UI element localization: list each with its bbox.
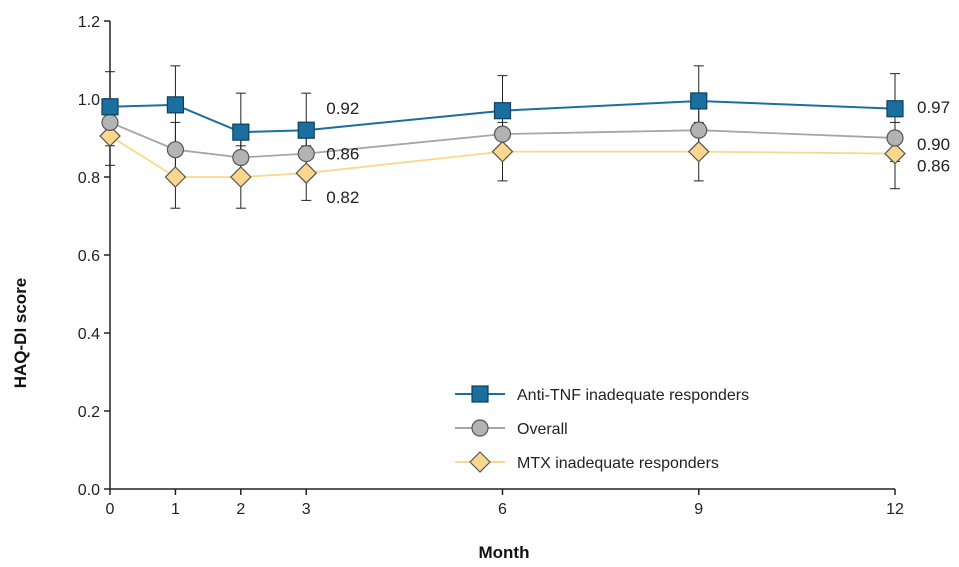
x-tick-label: 9: [694, 501, 703, 518]
y-tick-label: 0.4: [78, 326, 100, 343]
data-point-square: [493, 102, 512, 120]
data-point-diamond: [295, 162, 318, 184]
legend-label: MTX inadequate responders: [517, 455, 719, 472]
y-tick-label: 0.2: [78, 404, 100, 421]
data-point-diamond: [884, 142, 906, 165]
x-tick-label: 1: [171, 501, 180, 518]
data-point-square: [886, 100, 904, 118]
legend-marker-circle: [471, 419, 489, 437]
data-point-circle: [690, 121, 708, 139]
data-point-square: [232, 123, 250, 141]
data-point-square: [690, 92, 708, 110]
x-tick-label: 2: [236, 501, 245, 518]
y-tick-label: 1.2: [78, 14, 100, 31]
data-point-square: [101, 98, 119, 116]
data-point-square: [297, 121, 315, 139]
data-point-circle: [232, 148, 250, 167]
data-point-diamond: [491, 140, 514, 163]
data-point-circle: [886, 129, 904, 147]
data-point-diamond: [229, 166, 252, 188]
data-point-diamond: [687, 140, 710, 163]
data-labels: 0.92 0.86 0.82 0.97 0.90 0.86: [326, 98, 950, 207]
series-markers: [99, 92, 906, 188]
data-label: 0.86: [917, 157, 950, 176]
x-tick-label: 0: [106, 501, 115, 518]
y-axis-title: HAQ-DI score: [11, 278, 30, 389]
legend-marker-diamond: [469, 451, 491, 473]
data-point-circle: [493, 125, 512, 143]
x-tick-label: 12: [886, 501, 904, 518]
legend-marker-square: [471, 385, 489, 403]
y-tick-label: 0.0: [78, 482, 100, 499]
x-tick-label: 6: [498, 501, 507, 518]
data-point-diamond: [164, 166, 187, 188]
chart-axes: 0.00.20.40.60.81.01.20 1 2 3 6 9 12: [78, 14, 904, 518]
chart-legend: Anti-TNF inadequate responders Overall MTX…: [455, 385, 749, 473]
data-label: 0.90: [917, 135, 950, 154]
data-label: 0.97: [917, 98, 950, 117]
data-label: 0.92: [326, 99, 359, 118]
data-point-diamond: [99, 125, 121, 147]
legend-label: Anti-TNF inadequate responders: [517, 387, 749, 404]
x-tick-label: 3: [302, 501, 311, 518]
data-point-square: [166, 96, 185, 114]
x-axis-title: Month: [479, 543, 530, 562]
data-point-circle: [297, 145, 315, 163]
legend-label: Overall: [517, 421, 568, 438]
data-point-circle: [101, 113, 119, 132]
data-label: 0.86: [326, 145, 359, 164]
y-tick-label: 0.8: [78, 170, 100, 187]
data-label: 0.82: [326, 188, 359, 207]
y-tick-label: 0.6: [78, 248, 100, 265]
y-tick-label: 1.0: [78, 92, 100, 109]
data-point-circle: [166, 141, 185, 159]
